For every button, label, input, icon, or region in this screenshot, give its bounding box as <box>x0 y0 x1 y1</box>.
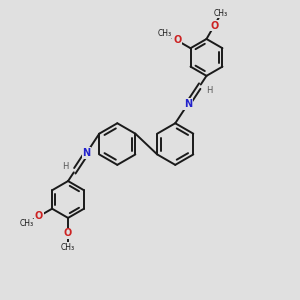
Text: CH₃: CH₃ <box>61 243 75 252</box>
Text: CH₃: CH₃ <box>158 29 172 38</box>
Text: N: N <box>184 99 192 109</box>
Text: N: N <box>82 148 91 158</box>
Text: H: H <box>62 162 68 171</box>
Text: CH₃: CH₃ <box>20 219 34 228</box>
Text: H: H <box>206 86 213 95</box>
Text: O: O <box>34 212 43 221</box>
Text: O: O <box>173 35 181 46</box>
Text: O: O <box>210 21 218 31</box>
Text: CH₃: CH₃ <box>214 9 228 18</box>
Text: O: O <box>64 228 72 239</box>
